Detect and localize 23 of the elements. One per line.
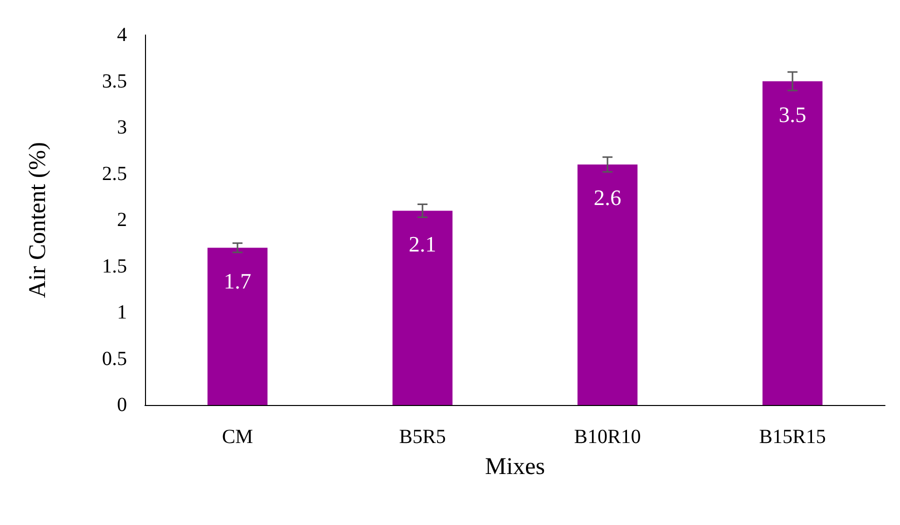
x-tick-label: B10R10: [574, 426, 641, 448]
x-tick-label: B15R15: [759, 426, 826, 448]
y-axis-title: Air Content (%): [25, 142, 51, 298]
y-tick-label: 3.5: [102, 70, 127, 92]
data-label: 2.1: [408, 231, 436, 256]
bar: [208, 248, 268, 405]
y-tick-label: 2.5: [102, 162, 127, 185]
x-axis-title: Mixes: [485, 454, 545, 480]
y-tick-label: 2: [117, 209, 127, 231]
x-tick-label: B5R5: [399, 426, 446, 448]
y-tick-label: 0.5: [102, 348, 127, 370]
data-label: 3.5: [778, 102, 806, 127]
y-tick-label: 3: [117, 116, 127, 138]
bar: [762, 81, 822, 405]
x-tick-label: CM: [222, 426, 254, 448]
data-label: 2.6: [594, 185, 622, 210]
y-tick-label: 1: [117, 302, 127, 324]
y-tick-label: 0: [117, 394, 127, 416]
y-tick-label: 4: [117, 24, 127, 46]
bar: [578, 164, 638, 405]
y-tick-label: 1.5: [102, 255, 127, 278]
data-label: 1.7: [224, 268, 252, 294]
bar: [392, 210, 452, 405]
